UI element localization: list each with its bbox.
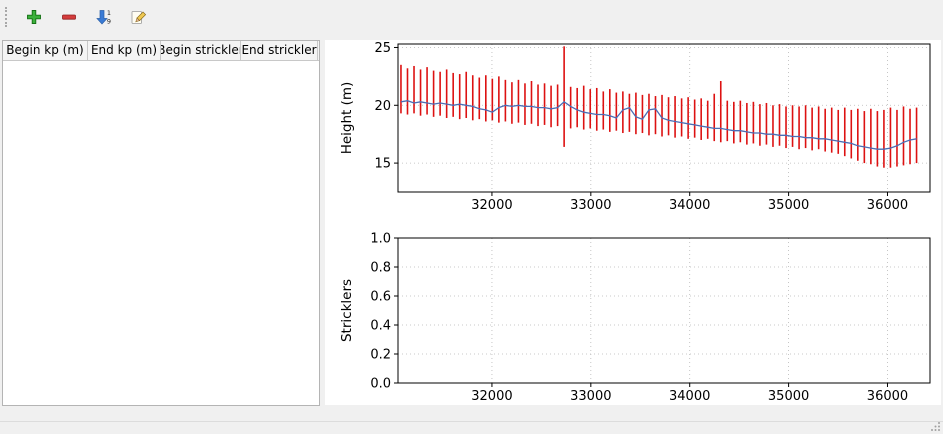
remove-row-button[interactable] — [55, 4, 83, 30]
sort-digit-1: 1 — [106, 9, 110, 17]
add-row-button[interactable] — [20, 4, 48, 30]
table-body — [3, 61, 319, 405]
svg-text:33000: 33000 — [570, 389, 611, 404]
stricklers-chart: 32000 33000 34000 35000 36000 0.0 0.2 0.4 0.6 0.8… — [339, 232, 931, 404]
toolbar: 1 9 — [0, 0, 943, 34]
svg-text:0.2: 0.2 — [370, 348, 391, 363]
sort-button[interactable]: 1 9 — [90, 4, 118, 30]
status-bar — [0, 421, 943, 434]
svg-text:33000: 33000 — [570, 198, 611, 213]
minus-icon — [62, 14, 76, 20]
sort-digit-9: 9 — [106, 18, 110, 26]
svg-text:15: 15 — [374, 157, 391, 172]
svg-text:34000: 34000 — [669, 198, 710, 213]
svg-text:34000: 34000 — [669, 389, 710, 404]
svg-text:36000: 36000 — [867, 198, 908, 213]
column-header-begin-kp[interactable]: Begin kp (m) — [3, 41, 88, 60]
toolbar-grip[interactable] — [5, 7, 10, 27]
column-header-end-strickler[interactable]: End strickler — [241, 41, 318, 60]
plus-icon — [27, 10, 41, 24]
svg-text:36000: 36000 — [867, 389, 908, 404]
strickler-table: Begin kp (m) End kp (m) Begin strickler … — [2, 40, 320, 406]
svg-text:Stricklers: Stricklers — [339, 279, 355, 342]
svg-text:0.4: 0.4 — [370, 319, 391, 334]
svg-text:0.6: 0.6 — [370, 290, 391, 305]
svg-text:0.8: 0.8 — [370, 261, 391, 276]
svg-text:Height (m): Height (m) — [339, 82, 355, 155]
sort-numeric-icon: 1 9 — [95, 9, 111, 26]
edit-icon — [131, 11, 147, 24]
svg-text:35000: 35000 — [768, 198, 809, 213]
svg-text:20: 20 — [374, 99, 391, 114]
resize-grip-icon[interactable] — [930, 421, 941, 432]
chart-panel: 32000 33000 34000 35000 36000 15 20 25 Height (m… — [325, 40, 941, 405]
table-header: Begin kp (m) End kp (m) Begin strickler … — [3, 41, 319, 61]
column-header-begin-strickler[interactable]: Begin strickler — [161, 41, 241, 60]
height-chart: 32000 33000 34000 35000 36000 15 20 25 Height (m… — [339, 41, 931, 213]
svg-text:0.0: 0.0 — [370, 377, 391, 392]
svg-text:32000: 32000 — [471, 198, 512, 213]
svg-text:32000: 32000 — [471, 389, 512, 404]
svg-text:35000: 35000 — [768, 389, 809, 404]
column-header-end-kp[interactable]: End kp (m) — [88, 41, 161, 60]
svg-text:25: 25 — [374, 41, 391, 56]
edit-button[interactable] — [125, 4, 153, 30]
svg-text:1.0: 1.0 — [370, 232, 391, 247]
